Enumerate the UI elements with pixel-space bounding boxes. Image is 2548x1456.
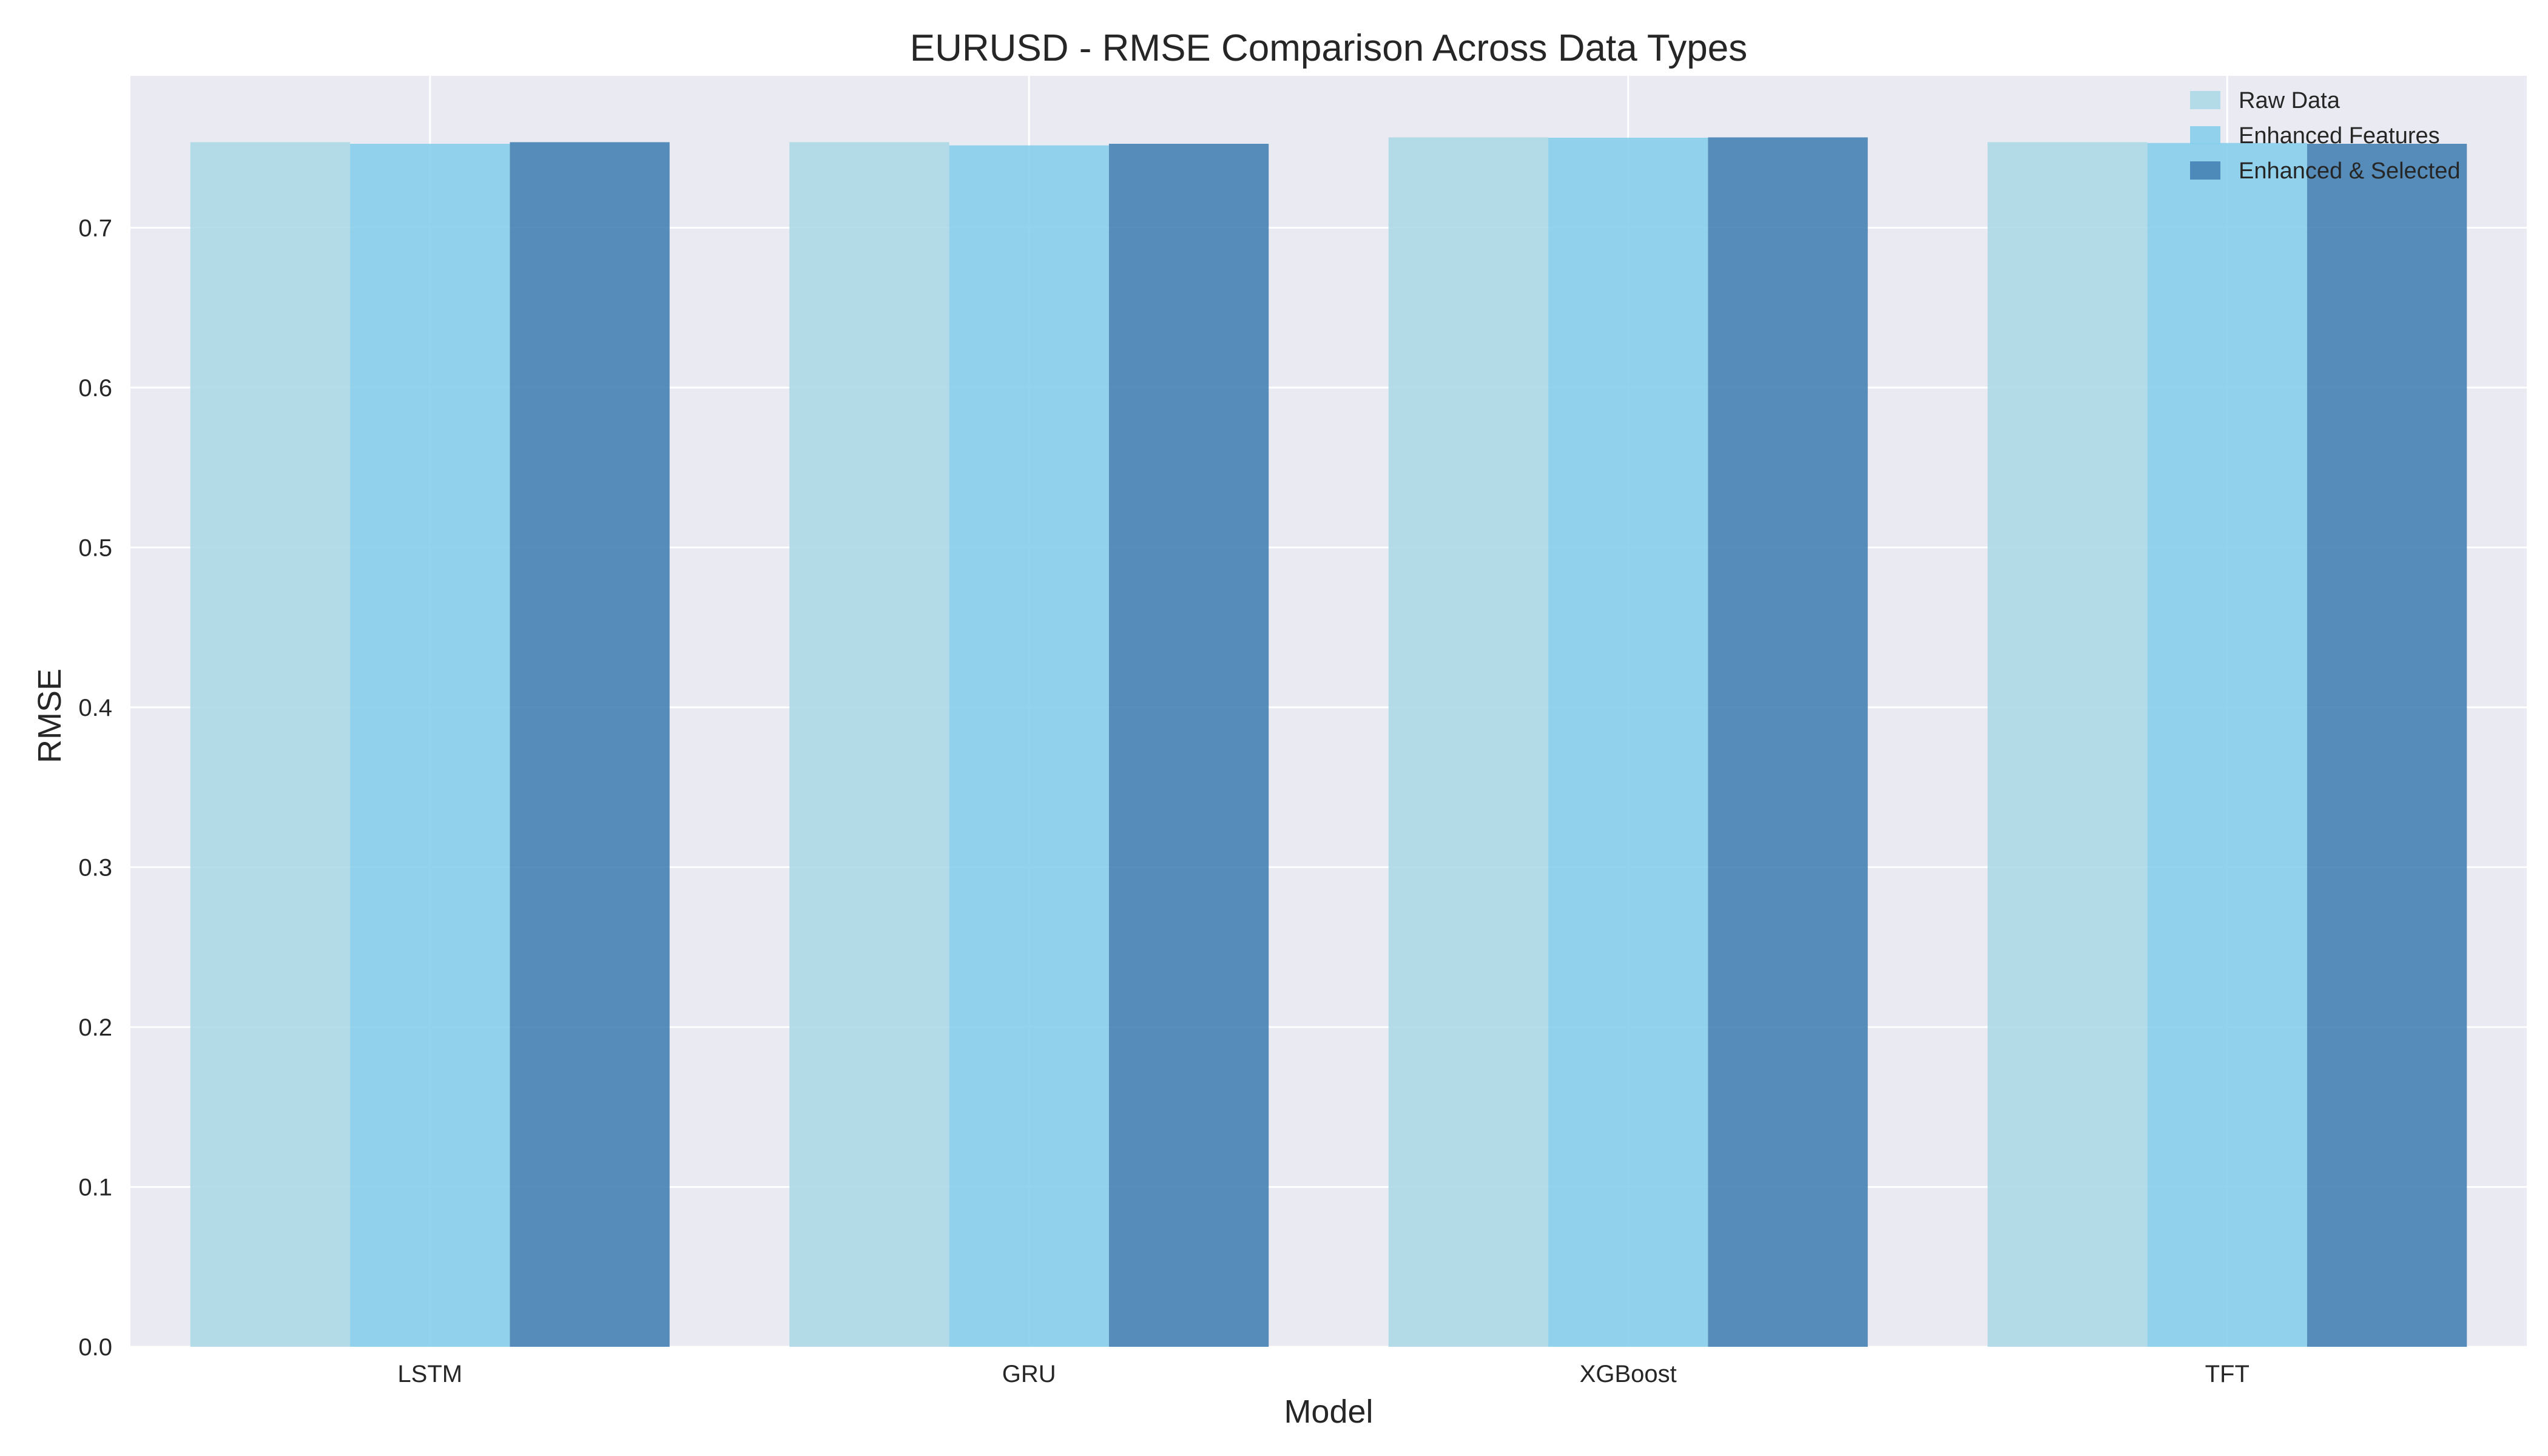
y-tick-label: 0.6 <box>78 375 112 402</box>
legend-label: Raw Data <box>2239 88 2341 113</box>
legend-label: Enhanced & Selected <box>2239 158 2461 184</box>
y-tick-label: 0.3 <box>78 854 112 881</box>
x-axis-label: Model <box>1284 1394 1373 1430</box>
legend-swatch <box>2190 126 2220 144</box>
chart-title: EURUSD - RMSE Comparison Across Data Typ… <box>910 27 1748 69</box>
legend-label: Enhanced Features <box>2239 123 2440 149</box>
x-axis-ticks: LSTM GRU XGBoost TFT <box>397 1361 2250 1387</box>
bars <box>190 137 2467 1347</box>
x-tick-label: XGBoost <box>1580 1361 1677 1387</box>
bar-xgboost-series-3 <box>1708 137 1868 1347</box>
bar-lstm-series-3 <box>510 142 670 1347</box>
y-tick-label: 0.2 <box>78 1014 112 1041</box>
y-tick-label: 0.4 <box>78 695 112 721</box>
bar-lstm-series-1 <box>190 142 351 1347</box>
y-tick-label: 0.5 <box>78 534 112 561</box>
bar-tft-series-1 <box>1987 142 2148 1347</box>
y-tick-label: 0.1 <box>78 1174 112 1201</box>
y-axis-ticks: 0.0 0.1 0.2 0.3 0.4 0.5 0.6 0.7 <box>78 215 112 1361</box>
legend: Raw Data Enhanced Features Enhanced & Sele… <box>2190 88 2461 184</box>
bar-xgboost-series-1 <box>1388 137 1549 1347</box>
bar-xgboost-series-2 <box>1548 137 1708 1347</box>
bar-gru-series-2 <box>949 145 1109 1347</box>
bar-lstm-series-2 <box>350 143 510 1347</box>
legend-swatch <box>2190 91 2220 109</box>
y-tick-label: 0.0 <box>78 1334 112 1361</box>
bar-gru-series-3 <box>1108 143 1269 1347</box>
bar-tft-series-3 <box>2307 143 2467 1347</box>
bar-tft-series-2 <box>2147 143 2307 1347</box>
legend-swatch <box>2190 161 2220 180</box>
x-tick-label: GRU <box>1002 1361 1056 1387</box>
y-tick-label: 0.7 <box>78 215 112 241</box>
bar-gru-series-1 <box>789 142 949 1347</box>
x-tick-label: LSTM <box>397 1361 462 1387</box>
y-axis-label: RMSE <box>32 669 68 763</box>
x-tick-label: TFT <box>2205 1361 2250 1387</box>
